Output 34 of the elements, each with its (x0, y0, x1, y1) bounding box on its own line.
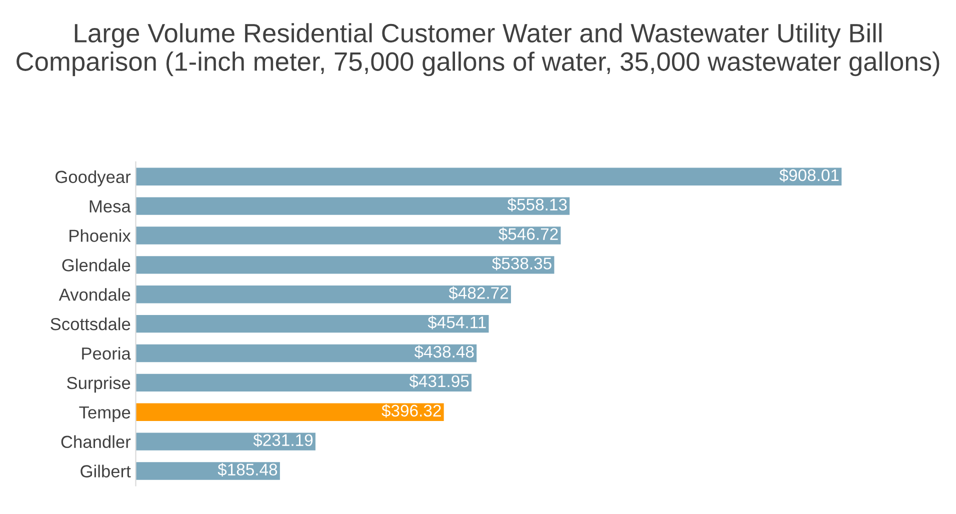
bar (136, 344, 477, 362)
bar (136, 432, 316, 450)
data-label: $231.19 (253, 434, 313, 448)
bar (136, 286, 511, 304)
y-tick-label: Goodyear (56, 170, 131, 187)
bar (136, 314, 489, 333)
data-label: $185.48 (218, 462, 278, 476)
data-label: $558.13 (507, 198, 567, 212)
y-tick-label: Gilbert (80, 464, 131, 478)
data-label: $438.48 (414, 345, 474, 359)
bar (136, 403, 444, 421)
y-tick-label: Avondale (58, 288, 130, 301)
data-label: $908.01 (779, 168, 839, 182)
data-label: $396.32 (382, 404, 441, 418)
bar (136, 226, 561, 244)
data-label: $482.72 (448, 286, 508, 300)
bar (136, 462, 280, 480)
bar (136, 197, 570, 215)
data-label: $538.35 (492, 256, 552, 270)
bar (136, 374, 472, 392)
y-tick-label: Glendale (62, 258, 130, 272)
data-label: $546.72 (498, 227, 558, 241)
y-tick-label: Peoria (82, 346, 131, 360)
bar (136, 168, 842, 186)
y-tick-label: Surprise (67, 376, 130, 393)
data-label: $431.95 (409, 374, 469, 388)
bar (136, 256, 554, 274)
y-tick-label: Phoenix (70, 229, 131, 242)
y-tick-label: Scottsdale (50, 318, 130, 330)
data-label: $454.11 (428, 316, 486, 330)
y-tick-label: Mesa (90, 200, 131, 213)
chart-title: Large Volume Residential Customer Water and Wastewater Utility Bill Comparison (1-inch meter, 75,000 gallons of water, 35,000 wastewater gallons) (16, 23, 940, 76)
y-tick-label: Chandler (61, 435, 131, 448)
y-tick-label: Tempe (79, 406, 130, 422)
